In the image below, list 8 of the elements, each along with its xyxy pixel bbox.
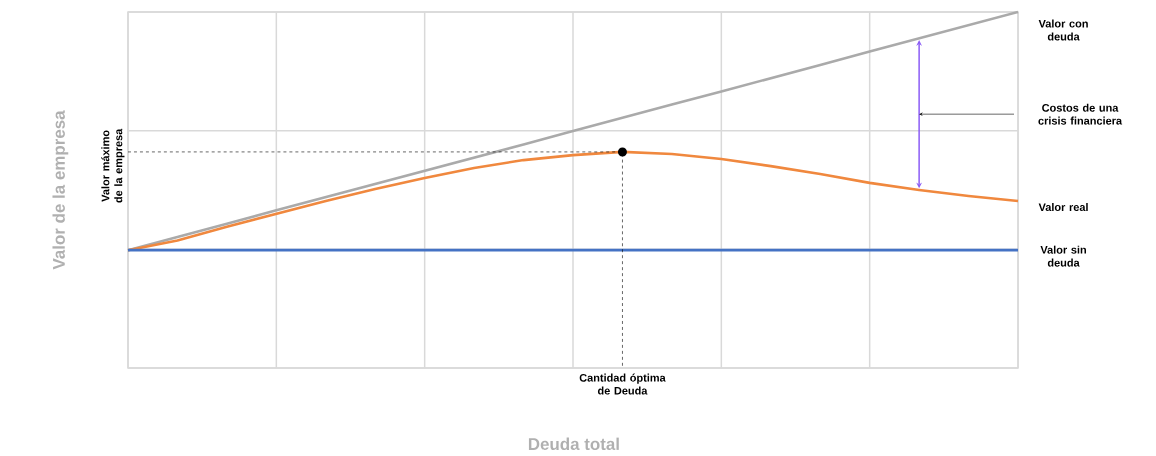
text: Valor con deuda	[1038, 19, 1088, 41]
text: Cantidad óptima de Deuda	[579, 373, 666, 395]
text: Costos de una crisis financiera	[1038, 103, 1123, 125]
series-label: Valor real	[1038, 203, 1088, 212]
x-axis-title: Deuda total	[528, 437, 619, 451]
text: Valor sin deuda	[1040, 245, 1086, 267]
y-axis-title: Valor de la empresa	[52, 110, 69, 270]
text: Valor máximo de la empresa	[101, 128, 125, 203]
